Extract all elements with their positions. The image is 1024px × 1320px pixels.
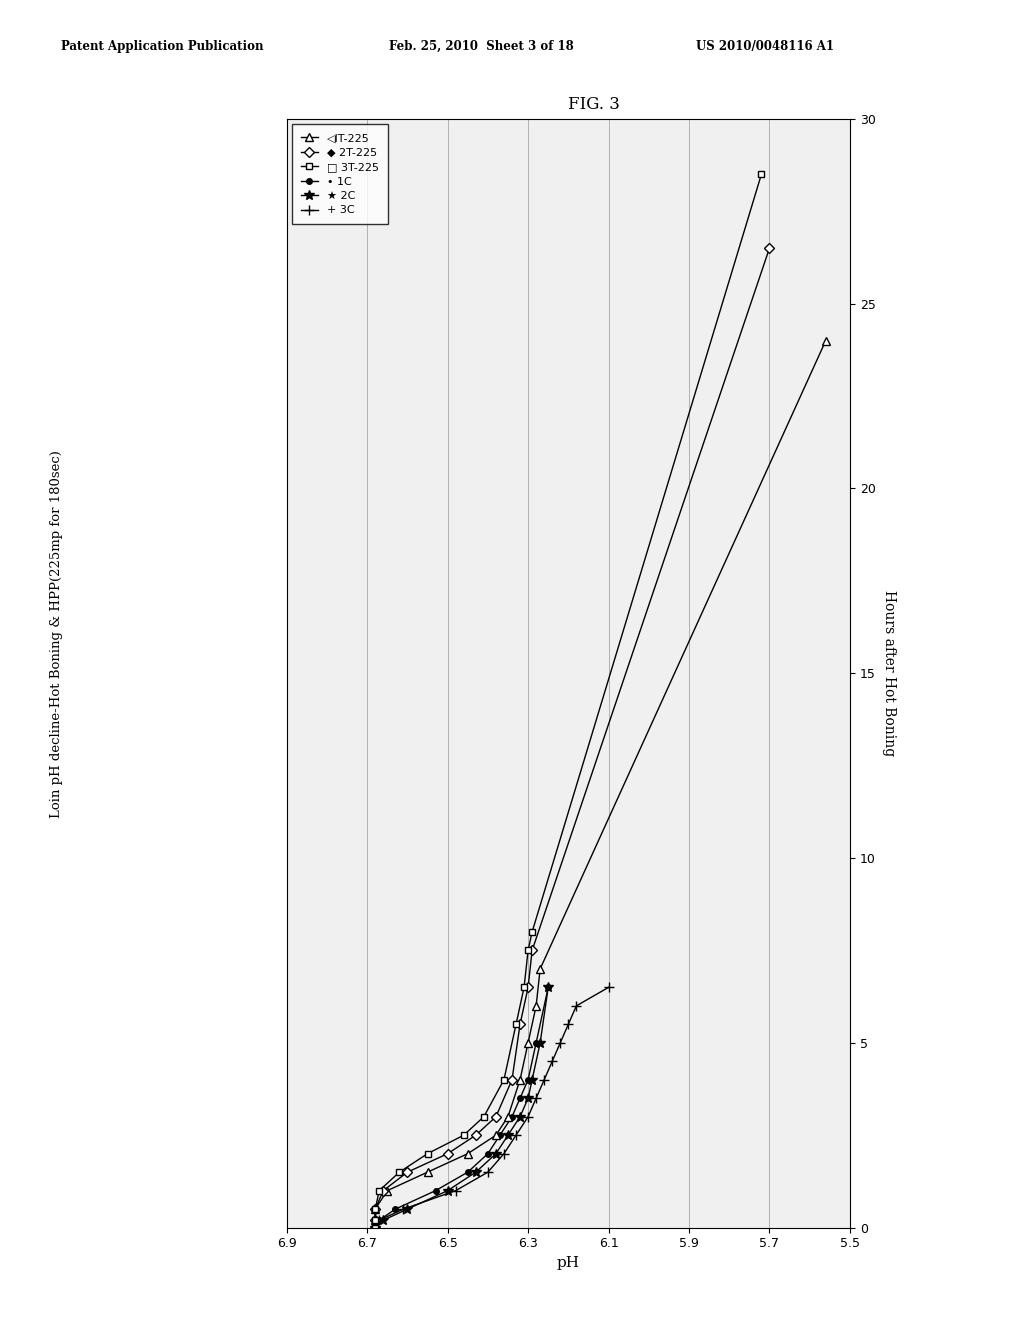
- 3C: [498, 1146, 510, 1162]
- 3C: [546, 1053, 558, 1069]
- 3T-225: [498, 1072, 510, 1088]
- 1C: [494, 1127, 506, 1143]
- 3C: [369, 1220, 381, 1236]
- 3T-225: [369, 1201, 381, 1217]
- Text: US 2010/0048116 A1: US 2010/0048116 A1: [696, 40, 835, 53]
- Line: 2C: 2C: [371, 982, 553, 1233]
- Line: 2T-225: 2T-225: [372, 244, 773, 1232]
- 1T-225: [421, 1164, 433, 1180]
- 1C: [514, 1090, 526, 1106]
- 2T-225: [441, 1146, 454, 1162]
- 2T-225: [522, 979, 535, 995]
- 1T-225: [381, 1183, 393, 1199]
- 3C: [530, 1090, 543, 1106]
- 2C: [514, 1109, 526, 1125]
- Text: Loin pH decline-Hot Boning & HPP(225mp for 180sec): Loin pH decline-Hot Boning & HPP(225mp f…: [50, 450, 62, 817]
- 3C: [450, 1183, 462, 1199]
- Line: 1T-225: 1T-225: [371, 337, 829, 1232]
- 1T-225: [514, 1072, 526, 1088]
- Line: 3T-225: 3T-225: [372, 170, 765, 1232]
- Line: 1C: 1C: [373, 985, 551, 1230]
- 2T-225: [489, 1109, 502, 1125]
- 2C: [377, 1212, 389, 1228]
- 3C: [373, 1212, 385, 1228]
- Text: Patent Application Publication: Patent Application Publication: [61, 40, 264, 53]
- Line: 3C: 3C: [371, 982, 613, 1233]
- 3T-225: [458, 1127, 470, 1143]
- 3T-225: [756, 166, 768, 182]
- 3C: [538, 1072, 550, 1088]
- 1C: [462, 1164, 474, 1180]
- 3T-225: [526, 924, 539, 940]
- 2C: [526, 1072, 539, 1088]
- 3C: [397, 1201, 410, 1217]
- 2C: [470, 1164, 482, 1180]
- 3T-225: [477, 1109, 489, 1125]
- 2T-225: [526, 942, 539, 958]
- 1T-225: [462, 1146, 474, 1162]
- 3T-225: [393, 1164, 406, 1180]
- 2C: [502, 1127, 514, 1143]
- 3C: [510, 1127, 522, 1143]
- 2T-225: [369, 1220, 381, 1236]
- 2C: [534, 1035, 546, 1051]
- 3C: [481, 1164, 494, 1180]
- Y-axis label: Hours after Hot Boning: Hours after Hot Boning: [883, 590, 896, 756]
- 1C: [506, 1109, 518, 1125]
- Text: Feb. 25, 2010  Sheet 3 of 18: Feb. 25, 2010 Sheet 3 of 18: [389, 40, 573, 53]
- 3T-225: [518, 979, 530, 995]
- 1C: [429, 1183, 441, 1199]
- 3T-225: [421, 1146, 433, 1162]
- 1T-225: [369, 1220, 381, 1236]
- 1C: [522, 1072, 535, 1088]
- 2C: [542, 979, 554, 995]
- 2T-225: [401, 1164, 414, 1180]
- 3T-225: [369, 1212, 381, 1228]
- 2C: [369, 1220, 381, 1236]
- 3T-225: [510, 1016, 522, 1032]
- 1C: [373, 1212, 385, 1228]
- 1C: [481, 1146, 494, 1162]
- 2T-225: [369, 1201, 381, 1217]
- 1T-225: [369, 1201, 381, 1217]
- 3T-225: [369, 1220, 381, 1236]
- 3C: [522, 1109, 535, 1125]
- 2C: [441, 1183, 454, 1199]
- 2T-225: [506, 1072, 518, 1088]
- 2T-225: [377, 1183, 389, 1199]
- 3C: [562, 1016, 574, 1032]
- 2T-225: [369, 1212, 381, 1228]
- 2C: [489, 1146, 502, 1162]
- 3C: [602, 979, 614, 995]
- X-axis label: pH: pH: [557, 1255, 580, 1270]
- 3T-225: [373, 1183, 385, 1199]
- 1T-225: [502, 1109, 514, 1125]
- 1T-225: [530, 998, 543, 1014]
- 3T-225: [522, 942, 535, 958]
- 1T-225: [489, 1127, 502, 1143]
- 1C: [530, 1035, 543, 1051]
- 3C: [554, 1035, 566, 1051]
- Text: FIG. 3: FIG. 3: [568, 96, 620, 114]
- 1T-225: [534, 961, 546, 977]
- 3C: [570, 998, 583, 1014]
- 1C: [389, 1201, 401, 1217]
- 2T-225: [763, 240, 775, 256]
- 1T-225: [369, 1212, 381, 1228]
- 1T-225: [522, 1035, 535, 1051]
- 2T-225: [514, 1016, 526, 1032]
- 1C: [542, 979, 554, 995]
- 2T-225: [470, 1127, 482, 1143]
- 2C: [522, 1090, 535, 1106]
- 2C: [401, 1201, 414, 1217]
- 1T-225: [819, 333, 831, 348]
- 1C: [369, 1220, 381, 1236]
- Legend: ◁IT-225, ◆ 2T-225, □ 3T-225, • 1C, ★ 2C, + 3C: ◁IT-225, ◆ 2T-225, □ 3T-225, • 1C, ★ 2C,…: [292, 124, 388, 224]
